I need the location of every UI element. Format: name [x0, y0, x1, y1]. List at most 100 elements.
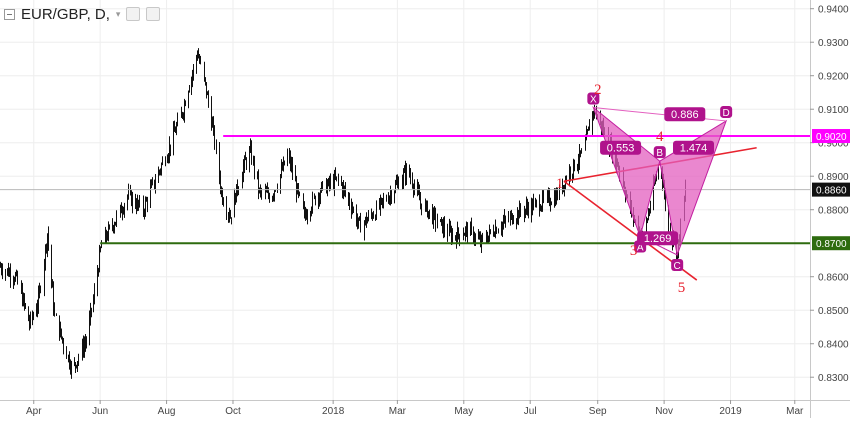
- candle-body: [450, 227, 451, 231]
- candle-body: [127, 196, 128, 205]
- x-tick-label: Apr: [26, 406, 42, 417]
- candle-body: [82, 343, 83, 358]
- candle-body: [32, 314, 33, 318]
- candle-body: [159, 170, 160, 172]
- candle-body: [456, 237, 457, 242]
- chevron-down-icon[interactable]: ▾: [115, 8, 121, 19]
- candle-body: [524, 212, 525, 215]
- candle-body: [130, 191, 131, 193]
- candle-body: [219, 145, 220, 178]
- candle-body: [417, 186, 418, 189]
- candle-body: [33, 315, 34, 318]
- candle-body: [320, 191, 321, 199]
- candle-body: [512, 214, 513, 224]
- candle-body: [7, 268, 8, 272]
- candle-body: [84, 344, 85, 352]
- pattern-point-label: D: [723, 108, 730, 119]
- candle-body: [98, 271, 99, 273]
- candle-body: [23, 296, 24, 305]
- candle-body: [131, 191, 132, 206]
- candle-body: [269, 195, 270, 201]
- candle-body: [234, 194, 235, 218]
- candle-body: [60, 329, 61, 337]
- candle-body: [68, 355, 69, 359]
- candle-body: [542, 195, 543, 207]
- price-level-tag: [812, 129, 850, 144]
- candle-body: [397, 181, 398, 183]
- candle-body: [658, 169, 659, 176]
- candle-body: [464, 234, 465, 236]
- wave-count-label: 4: [656, 129, 664, 145]
- candle-body: [22, 290, 23, 305]
- candle-body: [123, 211, 124, 213]
- y-tick-label: 0.9300: [818, 38, 849, 49]
- candle-body: [327, 184, 328, 193]
- candle-body: [470, 225, 471, 236]
- candle-body: [653, 182, 654, 206]
- candle-body: [459, 234, 460, 239]
- candle-body: [109, 225, 110, 227]
- candle-body: [455, 235, 456, 238]
- symbol-title[interactable]: EUR/GBP, D,: [21, 5, 110, 23]
- x-tick-label: Mar: [786, 406, 804, 417]
- candle-body: [257, 171, 258, 177]
- close-icon[interactable]: [146, 7, 161, 21]
- settings-icon[interactable]: [126, 7, 141, 21]
- candle-body: [328, 179, 329, 185]
- y-tick-label: 0.8800: [818, 206, 849, 217]
- candle-body: [471, 225, 472, 229]
- candle-body: [381, 198, 382, 200]
- candle-body: [10, 271, 11, 280]
- x-tick-label: Jul: [524, 406, 537, 417]
- candle-body: [244, 157, 245, 166]
- candle-body: [158, 171, 159, 183]
- candle-body: [589, 127, 590, 131]
- candle-body: [289, 154, 290, 157]
- candle-body: [428, 211, 429, 217]
- candle-body: [228, 214, 229, 216]
- candle-body: [479, 238, 480, 240]
- candle-body: [649, 210, 650, 214]
- x-tick-label: Jun: [92, 406, 108, 417]
- candle-body: [16, 273, 17, 275]
- candle-body: [425, 204, 426, 211]
- candle-body: [216, 145, 217, 147]
- candle-body: [254, 158, 255, 172]
- candle-body: [419, 193, 420, 201]
- candle-body: [181, 112, 182, 118]
- candle-body: [413, 185, 414, 191]
- candle-body: [650, 205, 651, 211]
- candle-body: [108, 226, 109, 238]
- candle-body: [398, 181, 399, 189]
- candle-body: [17, 273, 18, 284]
- candle-body: [155, 182, 156, 187]
- candle-body: [121, 205, 122, 214]
- candle-body: [9, 271, 10, 276]
- candle-body: [0, 266, 1, 268]
- candle-body: [421, 203, 422, 211]
- candle-body: [487, 239, 488, 242]
- candle-body: [488, 235, 489, 242]
- candle-body: [236, 184, 237, 203]
- collapse-icon[interactable]: [4, 8, 15, 20]
- candle-body: [137, 200, 138, 209]
- candle-body: [207, 94, 208, 96]
- candle-body: [432, 209, 433, 223]
- candle-body: [528, 208, 529, 215]
- candle-body: [295, 173, 296, 182]
- candle-body: [475, 235, 476, 240]
- candle-body: [433, 210, 434, 223]
- candle-body: [395, 184, 396, 192]
- candle-body: [182, 112, 183, 117]
- price-level-tag-label: 0.8700: [816, 239, 847, 250]
- candle-body: [78, 357, 79, 362]
- candle-body: [97, 272, 98, 290]
- candle-body: [40, 288, 41, 291]
- pattern-point-label: B: [656, 148, 663, 159]
- candle-body: [222, 191, 223, 202]
- y-tick-label: 0.9400: [818, 5, 849, 16]
- pattern-point-label: A: [637, 243, 644, 254]
- candle-body: [565, 179, 566, 188]
